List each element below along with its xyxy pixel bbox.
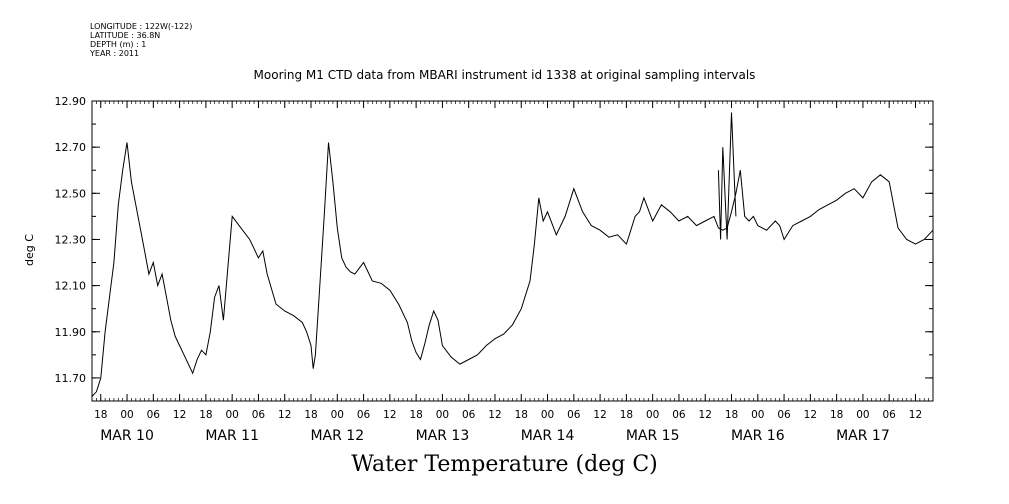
x-hour-label: 18 <box>515 409 528 421</box>
x-hour-label: 06 <box>357 409 371 421</box>
x-hour-label: 06 <box>567 409 581 421</box>
x-hour-label: 06 <box>252 409 266 421</box>
x-hour-label: 06 <box>462 409 476 421</box>
x-date-label: MAR 14 <box>521 428 575 444</box>
x-hour-label: 00 <box>646 409 659 421</box>
x-hour-label: 18 <box>409 409 422 421</box>
x-hour-label: 12 <box>173 409 186 421</box>
x-hour-label: 18 <box>725 409 738 421</box>
x-date-label: MAR 11 <box>205 428 259 444</box>
x-axis-label: Water Temperature (deg C) <box>351 452 658 477</box>
x-hour-label: 12 <box>488 409 501 421</box>
year-text: YEAR : 2011 <box>90 49 140 58</box>
x-hour-label: 06 <box>147 409 161 421</box>
x-hour-label: 00 <box>541 409 554 421</box>
x-date-label: MAR 12 <box>310 428 364 444</box>
y-tick-label: 12.90 <box>55 95 87 108</box>
x-hour-label: 00 <box>436 409 449 421</box>
x-hour-label: 00 <box>225 409 238 421</box>
x-hour-label: 18 <box>620 409 633 421</box>
x-hour-label: 12 <box>278 409 291 421</box>
x-hour-label: 00 <box>856 409 869 421</box>
x-hour-label: 12 <box>804 409 817 421</box>
plot-border <box>91 100 934 402</box>
y-tick-label: 12.10 <box>55 280 87 293</box>
x-hour-label: 12 <box>383 409 396 421</box>
x-hour-label: 18 <box>94 409 107 421</box>
x-hour-label: 12 <box>909 409 922 421</box>
x-hour-label: 00 <box>751 409 764 421</box>
x-hour-label: 18 <box>830 409 843 421</box>
x-date-label: MAR 13 <box>416 428 470 444</box>
x-date-label: MAR 17 <box>836 428 890 444</box>
metadata-block: LONGITUDE : 122W(-122) LATITUDE : 36.8N … <box>90 22 192 58</box>
y-tick-label: 12.30 <box>55 233 87 246</box>
longitude-text: LONGITUDE : 122W(-122) <box>90 22 193 31</box>
y-tick-label: 11.70 <box>55 372 87 385</box>
y-tick-label: 12.70 <box>55 141 87 154</box>
x-hour-label: 06 <box>777 409 791 421</box>
temperature-spike-line <box>717 112 737 240</box>
chart-title: Mooring M1 CTD data from MBARI instrumen… <box>253 68 756 82</box>
y-axis-label: deg C <box>23 234 36 266</box>
depth-text: DEPTH (m) : 1 <box>90 40 147 49</box>
x-hour-label: 06 <box>672 409 686 421</box>
x-date-label: MAR 10 <box>100 428 154 444</box>
x-hour-label: 12 <box>699 409 712 421</box>
temperature-series-line <box>91 142 934 397</box>
y-tick-label: 11.90 <box>55 326 87 339</box>
x-hour-label: 00 <box>331 409 344 421</box>
x-hour-label: 00 <box>120 409 133 421</box>
x-hour-label: 18 <box>199 409 212 421</box>
x-date-label: MAR 15 <box>626 428 680 444</box>
y-tick-label: 12.50 <box>55 187 87 200</box>
latitude-text: LATITUDE : 36.8N <box>90 31 161 40</box>
x-date-label: MAR 16 <box>731 428 785 444</box>
x-hour-label: 12 <box>593 409 606 421</box>
x-hour-label: 06 <box>883 409 897 421</box>
x-hour-label: 18 <box>304 409 317 421</box>
